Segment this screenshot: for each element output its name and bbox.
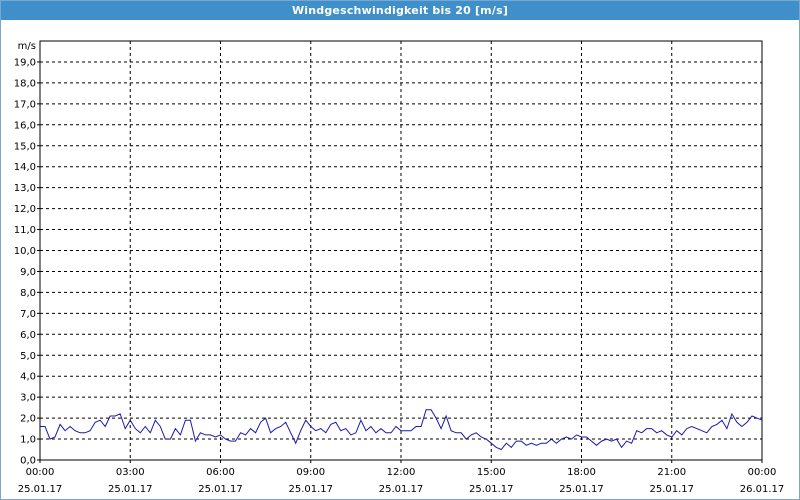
x-tick-date-label: 25.01.17 <box>18 484 63 495</box>
x-tick-date-label: 26.01.17 <box>740 484 785 495</box>
y-tick-label: 8,0 <box>20 288 36 299</box>
y-tick-label: 19,0 <box>14 57 36 68</box>
y-tick-label: 11,0 <box>14 225 36 236</box>
x-tick-date-label: 25.01.17 <box>108 484 153 495</box>
y-tick-label: 1,0 <box>20 435 36 446</box>
y-tick-label: 15,0 <box>14 141 36 152</box>
wind-speed-chart: 0,0 1,0 2,0 3,0 4,0 5,0 6,0 7,0 8,0 9,0 10,0 11,0 12… <box>14 40 785 495</box>
y-tick-label: 3,0 <box>20 393 36 404</box>
y-tick-label: 5,0 <box>20 351 36 362</box>
x-tick-date-label: 25.01.17 <box>559 484 604 495</box>
x-tick-time-label: 18:00 <box>567 467 596 478</box>
y-tick-label: 17,0 <box>14 99 36 110</box>
x-tick-time-label: 12:00 <box>387 467 416 478</box>
wind-speed-series-line <box>40 409 763 451</box>
x-tick-time-label: 03:00 <box>116 467 145 478</box>
x-tick-time-label: 15:00 <box>477 467 506 478</box>
window-title: Windgeschwindigkeit bis 20 [m/s] <box>1 1 799 20</box>
x-tick-date-label: 25.01.17 <box>469 484 514 495</box>
x-tick-time-label: 21:00 <box>657 467 686 478</box>
x-tick-date-label: 25.01.17 <box>288 484 333 495</box>
y-tick-label: 4,0 <box>20 372 36 383</box>
y-tick-label: 13,0 <box>14 183 36 194</box>
x-tick-time-label: 06:00 <box>206 467 235 478</box>
y-tick-label: 6,0 <box>20 330 36 341</box>
x-tick-time-label: 00:00 <box>26 467 55 478</box>
x-tick-date-label: 25.01.17 <box>198 484 243 495</box>
y-tick-label: 12,0 <box>14 204 36 215</box>
x-tick-date-label: 25.01.17 <box>379 484 424 495</box>
y-tick-label: 2,0 <box>20 414 36 425</box>
y-tick-label: 18,0 <box>14 78 36 89</box>
y-tick-label: 0,0 <box>20 456 36 467</box>
x-tick-time-label: 09:00 <box>296 467 325 478</box>
x-tick-time-label: 00:00 <box>748 467 777 478</box>
y-axis-label: m/s <box>18 41 36 52</box>
y-tick-label: 16,0 <box>14 120 36 131</box>
y-tick-label: 9,0 <box>20 267 36 278</box>
y-tick-label: 14,0 <box>14 162 36 173</box>
y-tick-label: 10,0 <box>14 246 36 257</box>
x-tick-date-label: 25.01.17 <box>649 484 694 495</box>
y-tick-label: 7,0 <box>20 309 36 320</box>
